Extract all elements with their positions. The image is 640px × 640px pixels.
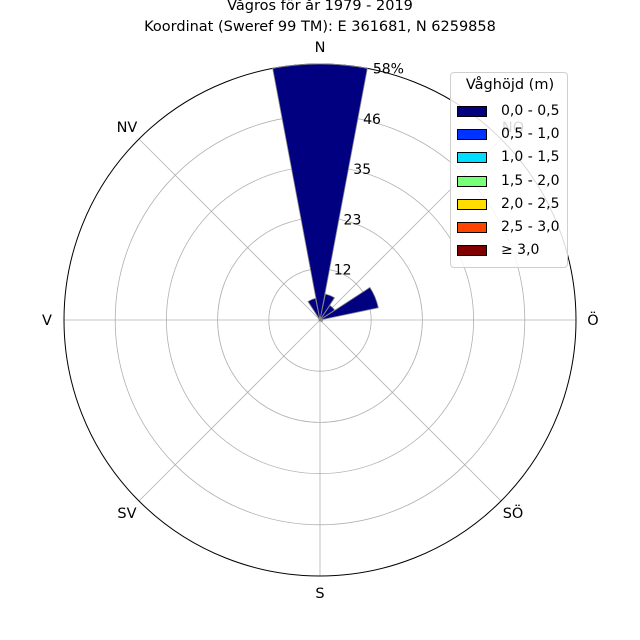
direction-label-sö: SÖ (503, 504, 524, 522)
direction-label-n: N (315, 40, 326, 56)
radial-tick-label: 23 (344, 212, 362, 228)
legend-entry: 2,0 - 2,5 (457, 196, 569, 216)
grid-spoke (319, 319, 502, 502)
chart-subtitle: Koordinat (Sweref 99 TM): E 361681, N 62… (144, 19, 496, 35)
direction-label-nv: NV (117, 120, 138, 136)
legend-swatch (457, 245, 487, 257)
legend-label: 1,0 - 1,5 (501, 149, 560, 166)
legend-label: ≥ 3,0 (501, 242, 540, 259)
chart-title: Vågros för år 1979 - 2019 (227, 0, 413, 14)
legend: Våghöjd (m) 0,0 - 0,5 0,5 - 1,0 1,0 - 1,5 1… (450, 72, 568, 268)
rose-bar (272, 63, 368, 321)
legend-label: 0,0 - 0,5 (501, 103, 560, 119)
direction-label-sv: SV (117, 506, 136, 522)
legend-label: 2,0 - 2,5 (501, 195, 560, 212)
radial-tick-label: 35 (353, 162, 371, 178)
radial-tick-label: 58% (373, 62, 404, 78)
legend-swatch (457, 106, 487, 117)
rose-bar (307, 297, 321, 321)
direction-label-ö: Ö (587, 311, 598, 329)
direction-label-v: V (42, 313, 52, 329)
rose-bar (319, 293, 336, 321)
rose-bar (319, 286, 379, 321)
legend-label: 2,5 - 3,0 (501, 219, 560, 235)
legend-swatch (457, 175, 487, 187)
direction-label-s: S (315, 586, 324, 602)
radial-tick-label: 46 (363, 112, 381, 128)
legend-swatch (457, 152, 487, 164)
legend-entry: 1,5 - 2,0 (457, 173, 569, 193)
grid-spoke (138, 319, 321, 502)
legend-swatch (457, 198, 487, 210)
legend-entry: 0,0 - 0,5 (457, 103, 569, 123)
legend-entry: 2,5 - 3,0 (457, 219, 569, 239)
grid-spoke (138, 138, 321, 321)
legend-title: Våghöjd (m) (465, 77, 555, 93)
legend-swatch (457, 129, 487, 141)
legend-swatch (457, 222, 487, 233)
legend-label: 0,5 - 1,0 (501, 126, 560, 143)
legend-entry: 0,5 - 1,0 (457, 126, 569, 146)
legend-entry: ≥ 3,0 (457, 242, 569, 262)
legend-entry: 1,0 - 1,5 (457, 149, 569, 169)
legend-label: 1,5 - 2,0 (501, 172, 560, 189)
radial-tick-label: 12 (334, 263, 352, 279)
